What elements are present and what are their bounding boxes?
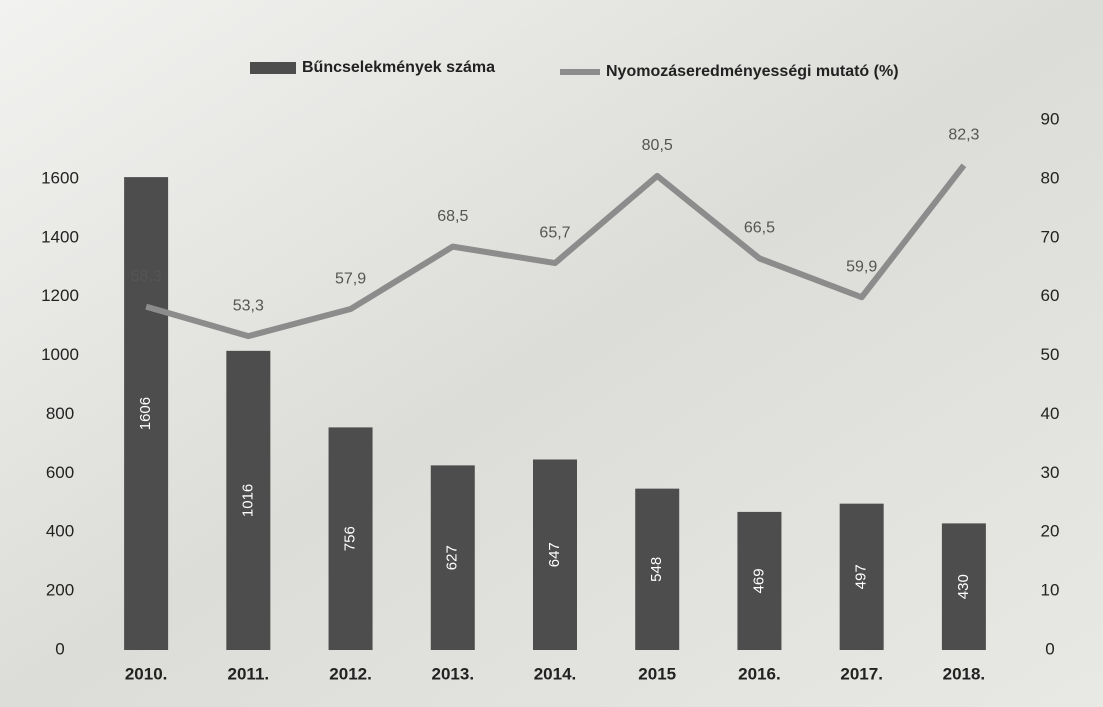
bar-value-label: 1016 [239,484,256,517]
y2-tick-label: 0 [1045,639,1054,658]
y-tick-label: 1200 [41,286,79,305]
line-value-label: 53,3 [233,297,264,314]
bar [328,427,373,650]
line-value-label: 80,5 [642,137,673,154]
bar-value-label: 627 [444,545,461,570]
x-tick-label: 2011. [228,664,270,683]
x-tick-label: 2013. [432,664,475,683]
bar-value-label: 548 [648,557,665,582]
y-tick-label: 600 [46,463,74,482]
x-tick-label: 2010. [125,664,168,683]
legend-label: Nyomozáseredményességi mutató (%) [606,63,899,80]
x-tick-label: 2016. [738,664,781,683]
x-tick-label: 2014. [534,664,577,683]
y-tick-label: 1000 [41,345,79,364]
bar-value-label: 430 [955,574,972,599]
y2-tick-label: 50 [1041,345,1060,364]
bar [533,459,577,650]
y-tick-label: 200 [46,581,74,600]
y2-tick-label: 40 [1041,404,1060,423]
bar-value-label: 1606 [137,397,154,430]
y2-tick-label: 30 [1041,463,1060,482]
y-tick-label: 0 [55,639,64,658]
line-value-label: 82,3 [948,127,979,144]
bar [430,465,475,650]
x-tick-label: 2012. [329,664,372,683]
x-tick-label: 2017. [840,664,883,683]
bar [124,177,169,650]
line-value-label: 68,5 [437,208,468,225]
line-value-label: 65,7 [539,224,570,241]
bar [737,511,782,650]
y2-tick-label: 20 [1041,522,1060,541]
y2-tick-label: 90 [1041,109,1060,128]
bar [226,350,271,650]
y-tick-label: 800 [46,404,74,423]
line-value-label: 57,9 [335,270,366,287]
bar-value-label: 647 [546,542,563,567]
bar-value-label: 469 [750,568,767,593]
line-value-label: 59,9 [846,258,877,275]
y-tick-label: 1400 [41,227,79,246]
line [145,163,967,340]
line-value-label: 66,5 [744,220,775,237]
bar [839,503,884,650]
bar-value-label: 756 [342,526,359,551]
legend-label: Bűncselekmények száma [302,59,495,76]
y2-tick-label: 70 [1041,227,1060,246]
bar [941,523,986,650]
bar [635,488,680,650]
y2-tick-label: 80 [1041,168,1060,187]
y2-tick-label: 10 [1041,581,1060,600]
legend-swatch-bar [250,62,296,74]
y-tick-label: 400 [46,522,74,541]
bar-value-label: 497 [853,564,870,589]
x-tick-label: 2018. [943,664,986,683]
y-tick-label: 1600 [41,168,79,187]
line-value-label: 58,3 [131,268,162,285]
y2-tick-label: 60 [1041,286,1060,305]
x-tick-label: 2015 [638,664,676,683]
